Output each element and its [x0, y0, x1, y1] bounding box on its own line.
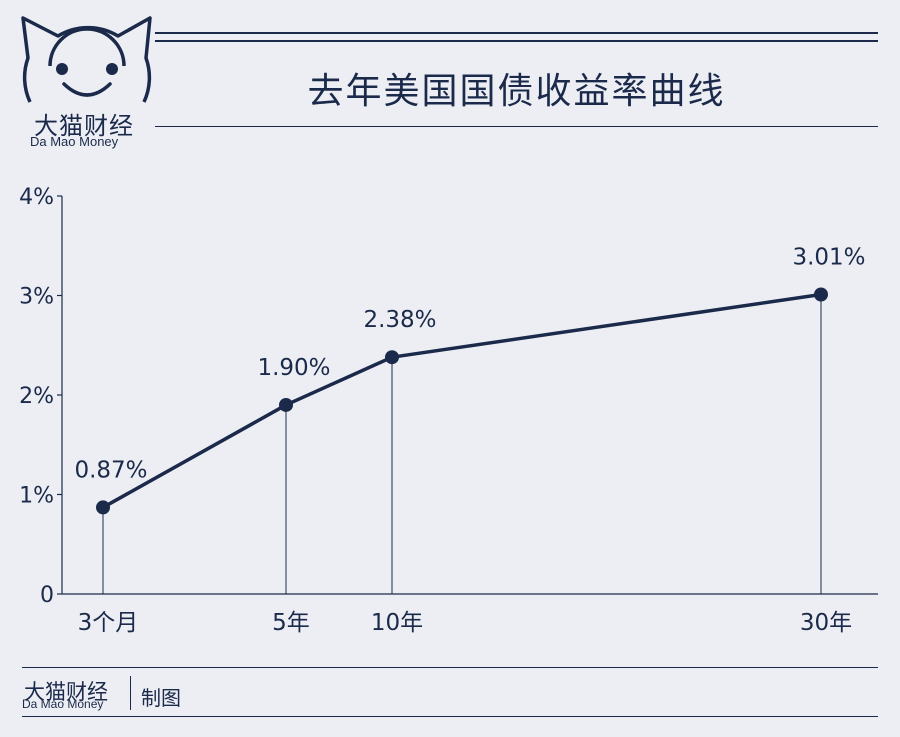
data-label: 0.87% [74, 457, 147, 483]
data-point [96, 500, 110, 515]
data-label: 3.01% [792, 245, 865, 271]
brand-name-en: Da Mao Money [30, 134, 119, 149]
header-rule-top-2 [155, 40, 878, 42]
cat-face-icon [21, 16, 152, 103]
footer-rule-bottom [22, 716, 878, 717]
y-tick-label: 2% [19, 384, 54, 409]
brand-name-cn: 大猫财经 [34, 112, 134, 140]
footer-brand-en: Da Mao Money [22, 697, 104, 711]
y-tick-label: 0 [40, 583, 54, 608]
footer-credit: 制图 [141, 686, 181, 710]
header-rule-bottom [155, 126, 878, 127]
y-tick-label: 3% [19, 285, 54, 310]
data-point [279, 397, 293, 412]
y-tick-label: 4% [19, 185, 54, 210]
series-line [102, 292, 822, 509]
footer-separator [130, 676, 131, 710]
x-tick-label: 10年 [371, 610, 423, 636]
data-label: 1.90% [257, 355, 330, 381]
chart-title: 去年美国国债收益率曲线 [307, 71, 726, 112]
y-tick-label: 1% [19, 484, 54, 509]
footer-brand-cn: 大猫财经 [24, 680, 108, 704]
data-label: 2.38% [363, 307, 436, 333]
x-tick-label: 30年 [800, 610, 852, 636]
footer-rule-top [22, 667, 878, 668]
x-tick-label: 3个月 [78, 610, 139, 636]
yield-curve-chart: 0 1% 2% 3% 4% 0.87% 1.90% 2.38% 3.01% 3个月 5年 10年 30年 [19, 185, 878, 636]
brand-logo: 大猫财经 Da Mao Money [20, 14, 155, 149]
header-rule-top [155, 32, 878, 34]
data-point [385, 350, 399, 365]
data-point [814, 287, 828, 302]
x-tick-label: 5年 [272, 610, 310, 636]
